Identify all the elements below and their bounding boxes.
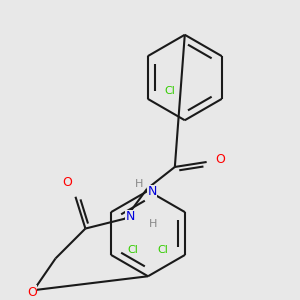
Text: Cl: Cl — [158, 245, 169, 255]
Text: O: O — [216, 154, 226, 166]
Text: H: H — [149, 219, 157, 229]
Text: Cl: Cl — [128, 245, 138, 255]
Text: H: H — [135, 179, 143, 189]
Text: Cl: Cl — [164, 86, 175, 96]
Text: O: O — [63, 176, 73, 189]
Text: O: O — [27, 286, 37, 299]
Text: N: N — [147, 185, 157, 198]
Text: N: N — [125, 210, 135, 223]
